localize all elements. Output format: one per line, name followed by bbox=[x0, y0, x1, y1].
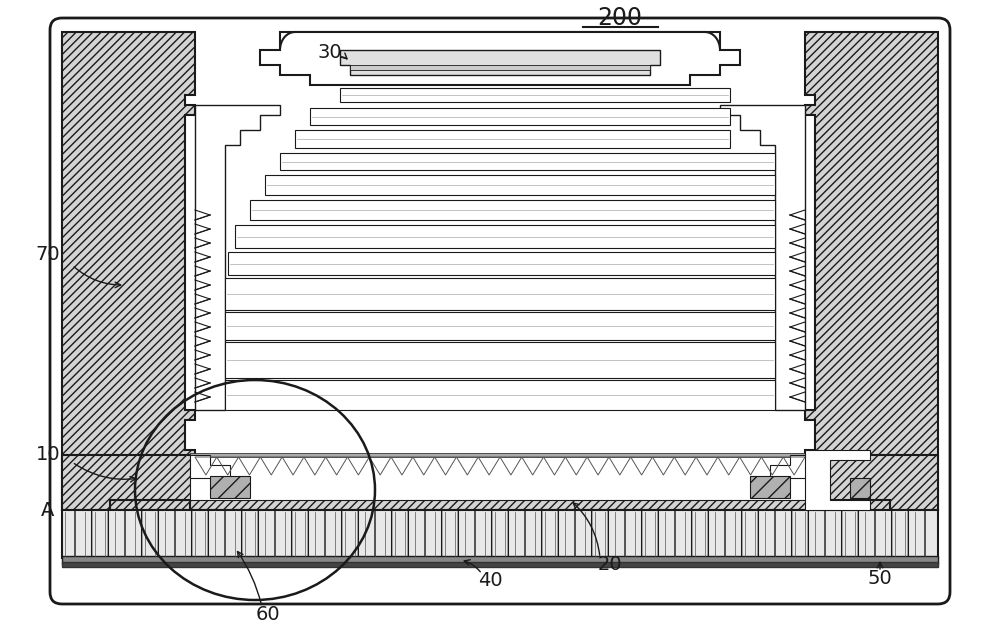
Bar bbox=[225, 278, 775, 310]
Polygon shape bbox=[805, 32, 938, 510]
Bar bbox=[340, 88, 730, 102]
Bar bbox=[310, 108, 730, 125]
Bar bbox=[62, 562, 938, 567]
Bar bbox=[228, 252, 775, 275]
Bar bbox=[190, 453, 810, 457]
Polygon shape bbox=[770, 455, 810, 478]
Bar bbox=[235, 225, 775, 248]
Polygon shape bbox=[340, 50, 660, 75]
Polygon shape bbox=[350, 65, 650, 70]
Bar bbox=[190, 455, 810, 500]
Text: 40: 40 bbox=[478, 570, 502, 590]
Bar bbox=[295, 130, 730, 148]
Bar bbox=[225, 380, 775, 410]
Bar bbox=[225, 312, 775, 340]
Polygon shape bbox=[720, 105, 805, 410]
Text: 10: 10 bbox=[36, 446, 60, 464]
Polygon shape bbox=[62, 455, 938, 510]
Bar bbox=[210, 476, 250, 498]
Bar bbox=[750, 476, 790, 498]
Bar bbox=[62, 510, 938, 558]
Polygon shape bbox=[190, 455, 230, 478]
Polygon shape bbox=[260, 32, 740, 85]
Bar bbox=[850, 478, 870, 498]
Bar bbox=[250, 200, 775, 220]
Text: 60: 60 bbox=[256, 606, 280, 624]
Text: A: A bbox=[41, 500, 55, 520]
Bar bbox=[280, 153, 775, 170]
Text: 50: 50 bbox=[868, 568, 892, 588]
Text: 70: 70 bbox=[36, 246, 60, 264]
Bar bbox=[62, 556, 938, 564]
Text: 200: 200 bbox=[598, 6, 642, 30]
Polygon shape bbox=[62, 32, 195, 510]
Bar bbox=[265, 175, 775, 195]
Bar bbox=[225, 342, 775, 378]
FancyBboxPatch shape bbox=[50, 18, 950, 604]
Polygon shape bbox=[805, 450, 870, 510]
Polygon shape bbox=[195, 105, 280, 410]
Text: 30: 30 bbox=[318, 42, 342, 62]
Text: 20: 20 bbox=[598, 556, 622, 574]
